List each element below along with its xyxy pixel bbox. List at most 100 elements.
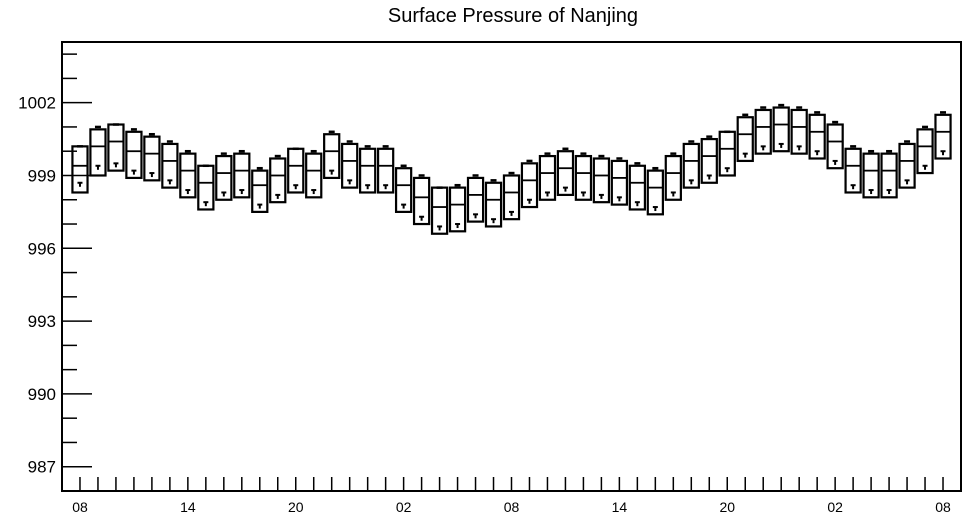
- box-24: [502, 171, 521, 221]
- box-27: [556, 147, 575, 197]
- box-body: [772, 106, 790, 153]
- box-body: [394, 167, 413, 213]
- box-body: [179, 152, 197, 199]
- box-body: [610, 159, 629, 206]
- box-41: [808, 111, 826, 160]
- box-body: [359, 147, 377, 194]
- box-body: [89, 128, 107, 177]
- box-body: [574, 154, 593, 201]
- box-body: [592, 157, 611, 204]
- box-26: [538, 152, 557, 201]
- chart-title: Surface Pressure of Nanjing: [388, 5, 638, 27]
- box-13: [305, 149, 323, 199]
- box-body: [646, 169, 664, 216]
- box-40: [790, 106, 808, 155]
- box-series: [71, 103, 952, 235]
- box-19: [412, 174, 431, 226]
- box-48: [934, 111, 952, 160]
- box-30: [610, 157, 629, 206]
- box-42: [826, 120, 844, 170]
- box-body: [826, 123, 844, 170]
- y-tick-label: 1002: [18, 94, 56, 113]
- box-18: [394, 164, 413, 213]
- box-46: [898, 140, 916, 189]
- box-body: [251, 169, 269, 213]
- y-tick-label: 990: [28, 385, 56, 404]
- x-tick-label: 14: [612, 499, 628, 515]
- box-23: [484, 179, 503, 228]
- box-2: [107, 123, 125, 172]
- box-body: [862, 152, 880, 199]
- x-tick-label: 14: [180, 499, 196, 515]
- box-14: [323, 130, 341, 180]
- box-44: [862, 149, 880, 199]
- x-axis: 08 14 20 02 08 14 20 02 08: [61, 477, 962, 515]
- y-axis: 987 990 993 996 999 1002: [18, 53, 92, 492]
- box-body: [376, 147, 395, 194]
- box-22: [466, 174, 485, 223]
- box-17: [376, 145, 395, 194]
- box-25: [520, 159, 539, 209]
- box-7: [197, 164, 215, 211]
- box-3: [125, 128, 143, 180]
- box-15: [341, 140, 359, 189]
- x-tick-label: 08: [935, 499, 951, 515]
- box-body: [161, 142, 179, 189]
- box-body: [664, 154, 682, 201]
- box-body: [556, 150, 575, 197]
- box-11: [269, 154, 287, 204]
- box-28: [574, 152, 593, 201]
- box-body: [538, 154, 557, 201]
- box-8: [215, 152, 233, 201]
- box-35: [700, 135, 718, 184]
- box-body: [269, 157, 287, 204]
- box-1: [89, 125, 107, 177]
- box-body: [808, 113, 826, 160]
- box-20: [430, 186, 449, 235]
- box-33: [664, 152, 682, 201]
- x-tick-label: 08: [504, 499, 520, 515]
- y-tick-label: 993: [28, 312, 56, 331]
- box-10: [251, 166, 269, 213]
- box-body: [754, 108, 772, 155]
- box-body: [502, 174, 521, 221]
- x-tick-label: 08: [72, 499, 88, 515]
- y-tick-label: 999: [28, 166, 56, 185]
- box-body: [305, 152, 323, 199]
- plot-frame: [61, 41, 962, 492]
- box-body: [934, 113, 952, 160]
- box-9: [233, 149, 251, 199]
- box-body: [520, 162, 539, 209]
- box-body: [628, 164, 647, 211]
- box-29: [592, 154, 611, 204]
- x-tick-label: 02: [827, 499, 843, 515]
- box-34: [682, 140, 700, 189]
- box-body: [682, 142, 700, 189]
- box-body: [412, 176, 431, 226]
- box-45: [880, 149, 898, 199]
- box-body: [880, 152, 898, 199]
- y-tick-label: 996: [28, 239, 56, 258]
- box-body: [448, 186, 467, 233]
- box-body: [484, 181, 503, 228]
- box-12: [287, 147, 305, 194]
- box-32: [646, 166, 664, 216]
- x-tick-label: 02: [396, 499, 412, 515]
- box-37: [736, 113, 754, 163]
- box-body: [125, 130, 143, 180]
- box-6: [179, 149, 197, 199]
- box-16: [359, 145, 377, 194]
- box-4: [143, 132, 161, 182]
- box-body: [341, 142, 359, 189]
- box-31: [628, 162, 647, 211]
- box-body: [143, 135, 161, 182]
- box-38: [754, 106, 772, 155]
- box-body: [736, 116, 754, 163]
- box-43: [844, 145, 862, 194]
- box-39: [772, 103, 790, 153]
- box-body: [790, 108, 808, 155]
- box-body: [233, 152, 251, 199]
- box-0: [71, 145, 89, 194]
- box-body: [916, 128, 934, 175]
